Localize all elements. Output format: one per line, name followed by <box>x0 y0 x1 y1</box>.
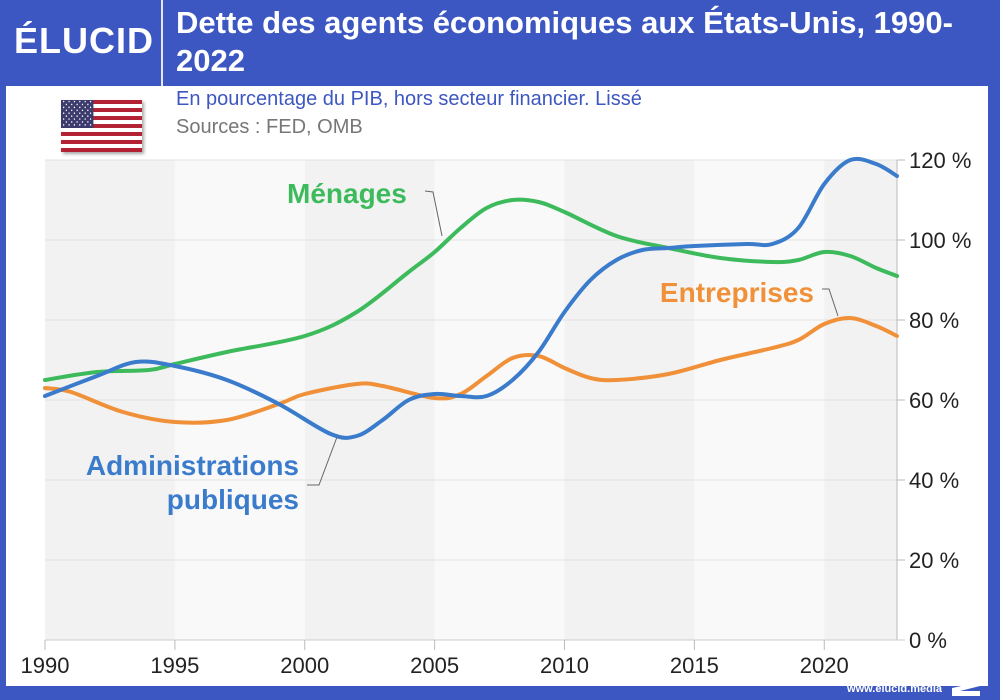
y-tick-label: 100 % <box>909 228 971 253</box>
x-tick-label: 2020 <box>800 653 849 678</box>
label-leader-line <box>307 436 338 486</box>
series-line-administrations <box>43 156 899 440</box>
elucid-mark-icon <box>952 682 980 696</box>
y-tick-label: 0 % <box>909 628 947 653</box>
x-tick-label: 1990 <box>21 653 70 678</box>
chart-title: Dette des agents économiques aux États-U… <box>176 5 953 78</box>
header-divider <box>161 0 163 86</box>
x-tick-label: 2010 <box>540 653 589 678</box>
x-tick-label: 1995 <box>150 653 199 678</box>
website-link[interactable]: www.elucid.media <box>847 683 942 695</box>
y-tick-label: 80 % <box>909 308 959 333</box>
y-tick-label: 60 % <box>909 388 959 413</box>
series-label-entreprises: Entreprises <box>660 277 814 308</box>
x-tick-label: 2000 <box>280 653 329 678</box>
elucid-logo: ÉLUCID <box>14 20 154 61</box>
header-bar: ÉLUCID Dette des agents économiques aux … <box>0 0 1000 86</box>
chart-subtitle: En pourcentage du PIB, hors secteur fina… <box>176 88 642 110</box>
y-tick-label: 120 % <box>909 148 971 173</box>
x-tick-label: 2005 <box>410 653 459 678</box>
series-line-entreprises <box>43 315 899 425</box>
series-label-menages: Ménages <box>287 178 407 209</box>
series-label-administrations: Administrations publiques <box>86 450 299 515</box>
label-leader-line <box>822 288 839 317</box>
series-line-menages <box>43 197 899 382</box>
x-tick-label: 2015 <box>670 653 719 678</box>
us-flag-icon <box>61 100 142 152</box>
y-tick-label: 20 % <box>909 548 959 573</box>
y-tick-label: 40 % <box>909 468 959 493</box>
label-leader-line <box>424 190 443 237</box>
chart-sources: Sources : FED, OMB <box>176 116 363 138</box>
